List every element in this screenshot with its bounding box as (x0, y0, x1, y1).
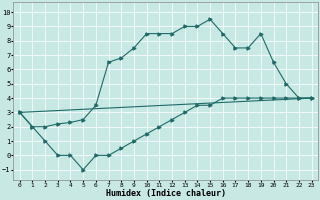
X-axis label: Humidex (Indice chaleur): Humidex (Indice chaleur) (106, 189, 226, 198)
